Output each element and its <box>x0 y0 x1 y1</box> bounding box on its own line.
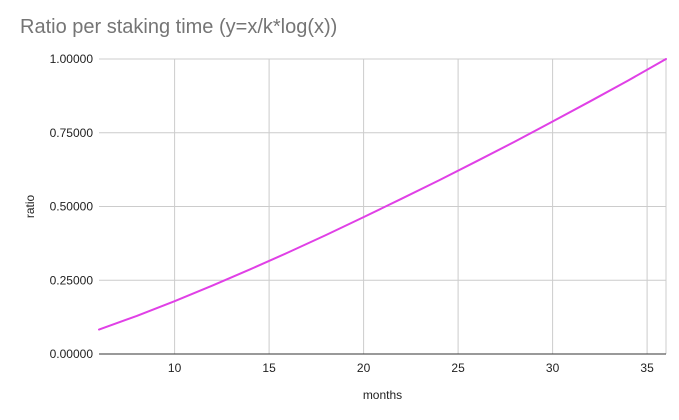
y-tick-label: 0.00000 <box>50 347 94 361</box>
x-tick-label: 10 <box>168 361 182 375</box>
y-tick-label: 1.00000 <box>50 52 94 66</box>
x-tick-label: 35 <box>640 361 654 375</box>
x-axis-label: months <box>363 388 402 402</box>
chart-title: Ratio per staking time (y=x/k*log(x)) <box>20 16 338 38</box>
y-tick-label: 0.25000 <box>50 273 94 287</box>
x-tick-label: 25 <box>451 361 465 375</box>
tick-labels: 0.00000 0.25000 0.50000 0.75000 1.00000 10 15 2… <box>50 52 654 375</box>
y-axis-label: ratio <box>23 195 37 219</box>
series-layer <box>98 58 667 331</box>
x-tick-label: 30 <box>546 361 560 375</box>
y-tick-label: 0.50000 <box>50 200 94 214</box>
series-line <box>98 58 667 331</box>
y-tick-label: 0.75000 <box>50 126 94 140</box>
x-tick-label: 15 <box>262 361 276 375</box>
grid-lines <box>99 58 667 354</box>
x-tick-label: 20 <box>357 361 371 375</box>
